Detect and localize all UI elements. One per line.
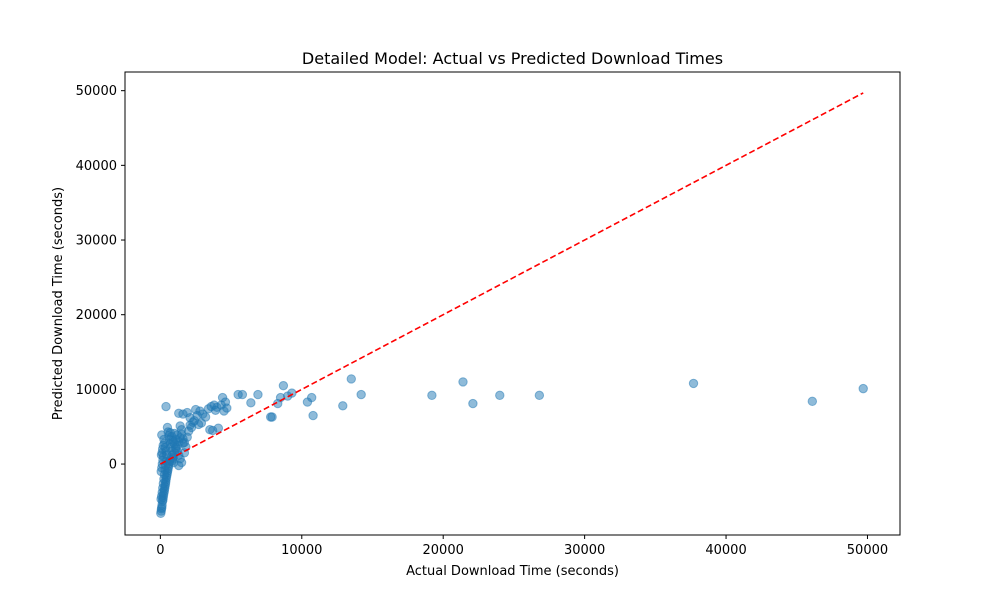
x-tick-label: 30000	[564, 543, 605, 558]
data-point-141	[534, 390, 545, 401]
data-point-118	[169, 428, 180, 439]
x-tick-label: 10000	[281, 543, 322, 558]
data-point-114	[193, 419, 204, 430]
data-point-123	[253, 389, 263, 400]
plot-area-frame	[124, 71, 901, 536]
x-axis-ticks: 0 10000 20000 30000 40000 50000	[156, 535, 888, 558]
data-point-121	[237, 389, 248, 400]
data-point-137	[427, 390, 437, 401]
data-point-132	[306, 392, 317, 403]
data-point-69	[174, 460, 184, 471]
data-point-109	[220, 397, 231, 407]
data-point-125	[267, 412, 277, 422]
x-tick-label: 40000	[705, 543, 746, 558]
x-tick-label: 20000	[423, 543, 464, 558]
y-tick-label: 0	[109, 458, 117, 473]
points-layer	[156, 374, 868, 519]
data-point-144	[858, 383, 868, 394]
reference-line	[159, 92, 864, 465]
data-point-136	[356, 389, 366, 400]
data-point-138	[458, 377, 468, 387]
y-tick-label: 50000	[76, 84, 117, 99]
y-tick-label: 40000	[76, 159, 117, 174]
data-point-104	[213, 423, 224, 433]
y-axis-ticks: 0 10000 20000 30000 40000 50000	[76, 84, 125, 473]
chart-title: Detailed Model: Actual vs Predicted Down…	[302, 49, 723, 68]
data-point-140	[495, 390, 505, 401]
data-point-135	[346, 374, 356, 384]
data-point-115	[161, 401, 171, 412]
data-point-134	[338, 401, 348, 411]
y-tick-label: 10000	[76, 383, 117, 398]
reference-line-layer	[159, 92, 864, 465]
x-tick-label: 0	[156, 543, 164, 558]
y-tick-label: 20000	[76, 308, 117, 323]
data-point-143	[807, 396, 818, 407]
x-axis-label: Actual Download Time (seconds)	[406, 564, 619, 579]
data-point-122	[246, 398, 256, 408]
data-point-111	[209, 400, 219, 410]
data-point-139	[468, 398, 478, 409]
data-point-112	[191, 404, 201, 415]
data-point-119	[168, 437, 178, 448]
x-tick-label: 50000	[847, 543, 888, 558]
data-point-128	[278, 380, 289, 391]
y-axis-label: Predicted Download Time (seconds)	[51, 187, 66, 420]
y-tick-label: 30000	[76, 234, 117, 249]
data-point-142	[688, 378, 699, 389]
data-point-133	[308, 410, 318, 421]
